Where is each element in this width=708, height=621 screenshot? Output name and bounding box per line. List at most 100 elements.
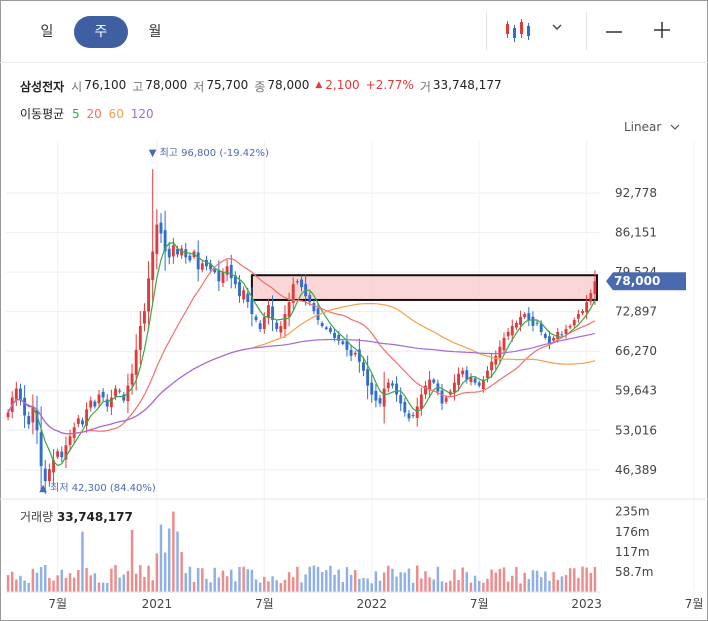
candle-body bbox=[341, 341, 345, 344]
candle-body bbox=[510, 325, 514, 336]
volume-bar bbox=[283, 579, 287, 592]
volume-bar bbox=[382, 572, 386, 592]
candle-body bbox=[200, 263, 204, 270]
candle-body bbox=[390, 383, 394, 386]
period-tabs: 일 주 월 bbox=[20, 16, 182, 48]
moving-average-legend: 이동평균 5 20 60 120 bbox=[20, 105, 158, 122]
candle-body bbox=[242, 290, 246, 300]
volume-bar bbox=[316, 566, 320, 592]
candle-body bbox=[19, 388, 22, 401]
candle-body bbox=[581, 311, 584, 314]
candle-body bbox=[481, 379, 485, 389]
volume-bar bbox=[415, 565, 419, 592]
volume-bar bbox=[378, 580, 382, 592]
volume-bar bbox=[552, 572, 555, 592]
volume-bar bbox=[473, 575, 477, 592]
x-tick-label: 7월 bbox=[470, 597, 489, 611]
candle-body bbox=[159, 222, 163, 234]
candle-body bbox=[176, 248, 179, 255]
volume-bar bbox=[230, 569, 233, 592]
volume-bar bbox=[296, 566, 299, 592]
volume-bar bbox=[97, 582, 101, 592]
volume-bar bbox=[101, 582, 105, 592]
tab-monthly[interactable]: 월 bbox=[148, 24, 162, 40]
volume-bar bbox=[387, 565, 390, 592]
volume-bar bbox=[151, 580, 154, 592]
volume-bar bbox=[515, 566, 518, 592]
volume-bar bbox=[548, 580, 551, 592]
up-triangle-icon: ▲ bbox=[315, 80, 323, 90]
candle-body bbox=[300, 279, 303, 288]
candle-body bbox=[262, 317, 266, 330]
candlestick-icon[interactable] bbox=[504, 18, 532, 44]
volume-bar bbox=[155, 553, 159, 592]
candle-body bbox=[498, 346, 502, 358]
volume-bar bbox=[263, 576, 266, 592]
volume-bar bbox=[225, 576, 229, 592]
volume-bar bbox=[304, 574, 307, 592]
volume-bar bbox=[287, 572, 291, 592]
x-tick-label: 7월 bbox=[255, 597, 274, 611]
volume-bar bbox=[143, 576, 146, 592]
volume-bar bbox=[539, 577, 543, 592]
volume-bar bbox=[60, 569, 64, 592]
candle-body bbox=[275, 322, 279, 329]
volume-bar bbox=[482, 582, 485, 592]
volume-bar bbox=[209, 582, 212, 592]
candle-body bbox=[167, 248, 171, 258]
volume-bar bbox=[184, 573, 188, 592]
volume-bar bbox=[64, 577, 68, 592]
volume-bar bbox=[573, 568, 576, 592]
volume-bar bbox=[291, 577, 295, 592]
volume-bar bbox=[391, 568, 394, 592]
volume-bar bbox=[325, 570, 328, 592]
candle-body bbox=[506, 331, 510, 337]
volume-bar bbox=[333, 574, 336, 592]
tab-weekly[interactable]: 주 bbox=[74, 16, 128, 48]
volume-bar bbox=[593, 567, 597, 592]
candle-body bbox=[349, 349, 353, 356]
volume-bar bbox=[122, 574, 126, 592]
volume-bar bbox=[457, 579, 460, 592]
minus-icon[interactable] bbox=[604, 22, 624, 42]
candle-body bbox=[452, 382, 456, 393]
volume-bar bbox=[72, 577, 76, 592]
candle-body bbox=[477, 382, 481, 386]
volume-bar bbox=[176, 531, 179, 592]
candle-body bbox=[72, 427, 76, 438]
volume-bar bbox=[254, 579, 258, 592]
volume-tick-label: 58.7m bbox=[615, 565, 653, 579]
volume-bar bbox=[89, 575, 92, 592]
candle-body bbox=[246, 293, 250, 303]
candle-body bbox=[101, 391, 105, 398]
current-price-tag bbox=[606, 272, 686, 291]
candle-body bbox=[461, 370, 465, 375]
volume-tick-label: 176m bbox=[615, 525, 650, 539]
plus-icon[interactable] bbox=[652, 20, 672, 40]
volume-bar bbox=[453, 569, 456, 592]
candle-body bbox=[295, 281, 299, 283]
volume-bar bbox=[341, 582, 345, 592]
volume-bar bbox=[428, 577, 431, 592]
candle-body bbox=[519, 317, 522, 325]
volume-bar bbox=[407, 568, 411, 592]
candle-body bbox=[118, 390, 122, 392]
volume-bar bbox=[403, 572, 407, 592]
volume-bar bbox=[535, 570, 539, 592]
scale-select[interactable]: Linear bbox=[624, 120, 680, 134]
candle-body bbox=[171, 245, 175, 257]
volume-bar bbox=[279, 583, 283, 592]
volume-bar bbox=[35, 572, 39, 592]
chevron-down-icon[interactable] bbox=[550, 20, 564, 34]
candle-body bbox=[56, 451, 60, 457]
volume-bar bbox=[449, 580, 452, 592]
candle-body bbox=[560, 334, 564, 336]
volume-bar bbox=[201, 568, 204, 592]
volume-tick-label: 235m bbox=[615, 505, 650, 519]
candle-body bbox=[366, 369, 370, 386]
volume-bar bbox=[44, 565, 47, 592]
volume-bar bbox=[556, 579, 559, 592]
tab-daily[interactable]: 일 bbox=[40, 24, 54, 40]
volume-bar bbox=[68, 573, 72, 592]
